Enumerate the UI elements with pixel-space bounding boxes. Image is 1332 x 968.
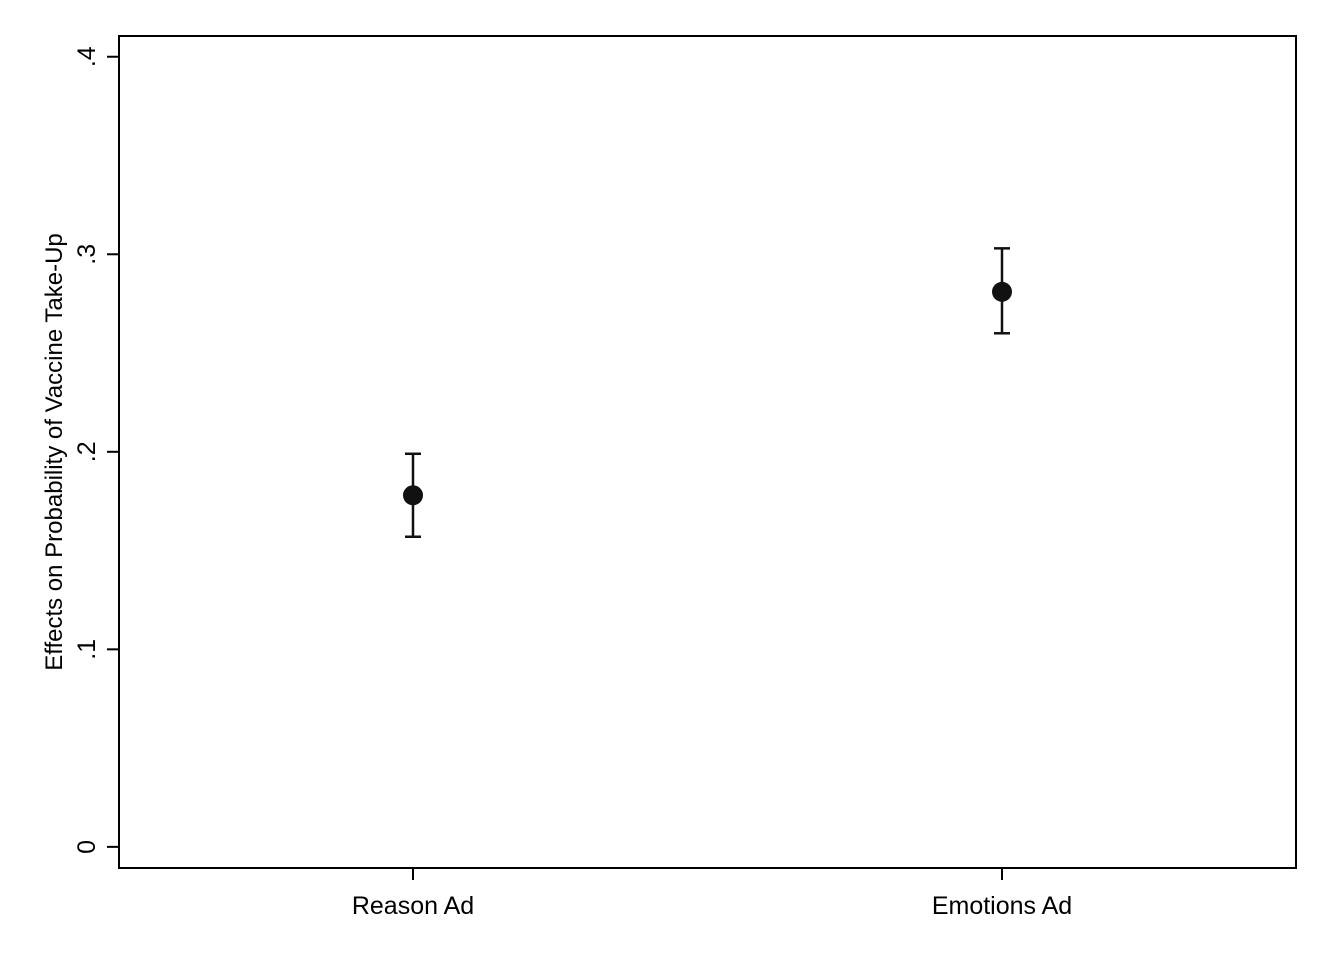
point-marker (992, 281, 1012, 302)
x-tick-label: Emotions Ad (932, 892, 1072, 920)
y-tick-label: .3 (73, 244, 101, 265)
y-axis-title: Effects on Probability of Vaccine Take-U… (41, 233, 68, 671)
y-tick-label: 0 (73, 840, 101, 854)
x-axis: Reason Ad Emotions Ad (352, 868, 1072, 920)
y-tick-label: .1 (73, 639, 101, 660)
y-axis: 0 .1 .2 .3 .4 (73, 46, 119, 854)
x-tick-label: Reason Ad (352, 892, 474, 920)
plot-area (118, 35, 1297, 869)
y-tick-label: .4 (73, 46, 101, 67)
data-marks (403, 247, 1012, 538)
y-tick-label: .2 (73, 441, 101, 462)
point-marker (403, 485, 423, 506)
